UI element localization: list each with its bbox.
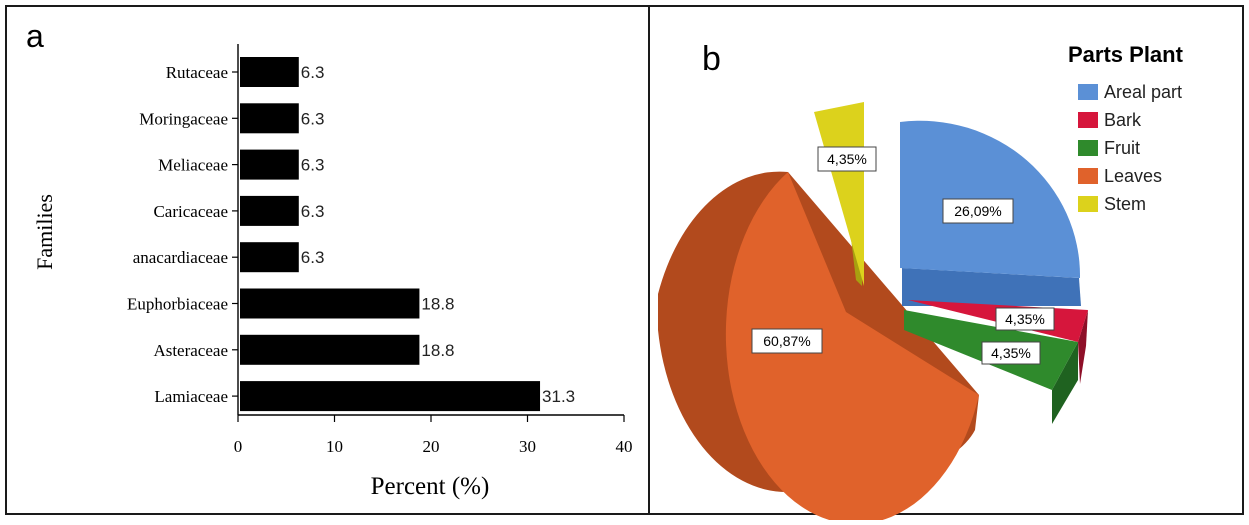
category-label-moringaceae: Moringaceae xyxy=(139,109,228,128)
legend-label-fruit: Fruit xyxy=(1104,138,1140,158)
panel-a-frame xyxy=(5,5,650,515)
legend-swatch-stem xyxy=(1078,196,1098,212)
x-tick-label: 0 xyxy=(234,437,243,456)
bar-chart: 6.3 6.3 6.3 6.3 6.3 18.8 18.8 31.3 Rutaceae Mori… xyxy=(32,44,633,500)
pie-label-areal-part: 26,09% xyxy=(954,203,1001,219)
pie-label-fruit: 4,35% xyxy=(991,345,1031,361)
x-tick-label: 20 xyxy=(423,437,440,456)
bar-meliaceae xyxy=(240,149,299,180)
bar-value-anacardiaceae: 6.3 xyxy=(301,248,325,267)
pie-slice-bark-side xyxy=(1078,310,1088,384)
panel-b-label: b xyxy=(702,40,721,78)
x-tick-label: 10 xyxy=(326,437,343,456)
bar-value-lamiaceae: 31.3 xyxy=(542,387,575,406)
pie-slice-leaves xyxy=(725,172,979,525)
category-label-caricaceae: Caricaceae xyxy=(153,202,228,221)
bar-anacardiaceae xyxy=(240,242,299,273)
bar-asteraceae xyxy=(240,334,420,365)
bar-euphorbiaceae xyxy=(240,288,420,319)
bar-moringaceae xyxy=(240,103,299,134)
pie-slice-areal-part-side xyxy=(902,268,1081,306)
legend-swatch-bark xyxy=(1078,112,1098,128)
category-label-asteraceae: Asteraceae xyxy=(153,341,228,360)
panel-a-label: a xyxy=(26,18,44,54)
pie-label-stem: 4,35% xyxy=(827,151,867,167)
category-label-lamiaceae: Lamiaceae xyxy=(154,387,228,406)
pie-chart: 26,09% 4,35% 4,35% 60,87% 4,35% xyxy=(658,102,1088,525)
pie-label-leaves: 60,87% xyxy=(763,333,810,349)
legend-label-areal-part: Areal part xyxy=(1104,82,1182,102)
bar-value-caricaceae: 6.3 xyxy=(301,202,325,221)
category-label-meliaceae: Meliaceae xyxy=(158,156,228,175)
category-label-rutaceae: Rutaceae xyxy=(166,63,228,82)
legend-label-leaves: Leaves xyxy=(1104,166,1162,186)
x-tick-label: 40 xyxy=(616,437,633,456)
legend-swatch-areal-part xyxy=(1078,84,1098,100)
category-label-euphorbiaceae: Euphorbiaceae xyxy=(127,295,228,314)
pie-label-stem-box xyxy=(817,146,877,172)
legend: Areal part Bark Fruit Leaves Stem xyxy=(1078,82,1182,214)
legend-swatch-fruit xyxy=(1078,140,1098,156)
bar-value-euphorbiaceae: 18.8 xyxy=(421,295,454,314)
category-label-anacardiaceae: anacardiaceae xyxy=(133,248,228,267)
pie-label-areal-part-box xyxy=(942,198,1014,224)
bar-value-meliaceae: 6.3 xyxy=(301,156,325,175)
pie-label-fruit-box xyxy=(981,341,1041,365)
pie-slice-fruit-side xyxy=(1052,342,1078,424)
legend-label-bark: Bark xyxy=(1104,110,1142,130)
bar-value-moringaceae: 6.3 xyxy=(301,109,325,128)
bar-value-rutaceae: 6.3 xyxy=(301,63,325,82)
legend-label-stem: Stem xyxy=(1104,194,1146,214)
pie-label-leaves-box xyxy=(751,328,823,354)
x-axis-title: Percent (%) xyxy=(371,473,490,500)
bar-caricaceae xyxy=(240,195,299,226)
x-tick-label: 30 xyxy=(519,437,536,456)
legend-title: Parts Plant xyxy=(1068,42,1184,67)
legend-swatch-leaves xyxy=(1078,168,1098,184)
pie-label-bark: 4,35% xyxy=(1005,311,1045,327)
pie-label-bark-box xyxy=(995,307,1055,331)
bar-value-asteraceae: 18.8 xyxy=(421,341,454,360)
bar-rutaceae xyxy=(240,57,299,87)
bar-lamiaceae xyxy=(240,381,541,412)
y-axis-title: Families xyxy=(32,194,57,270)
